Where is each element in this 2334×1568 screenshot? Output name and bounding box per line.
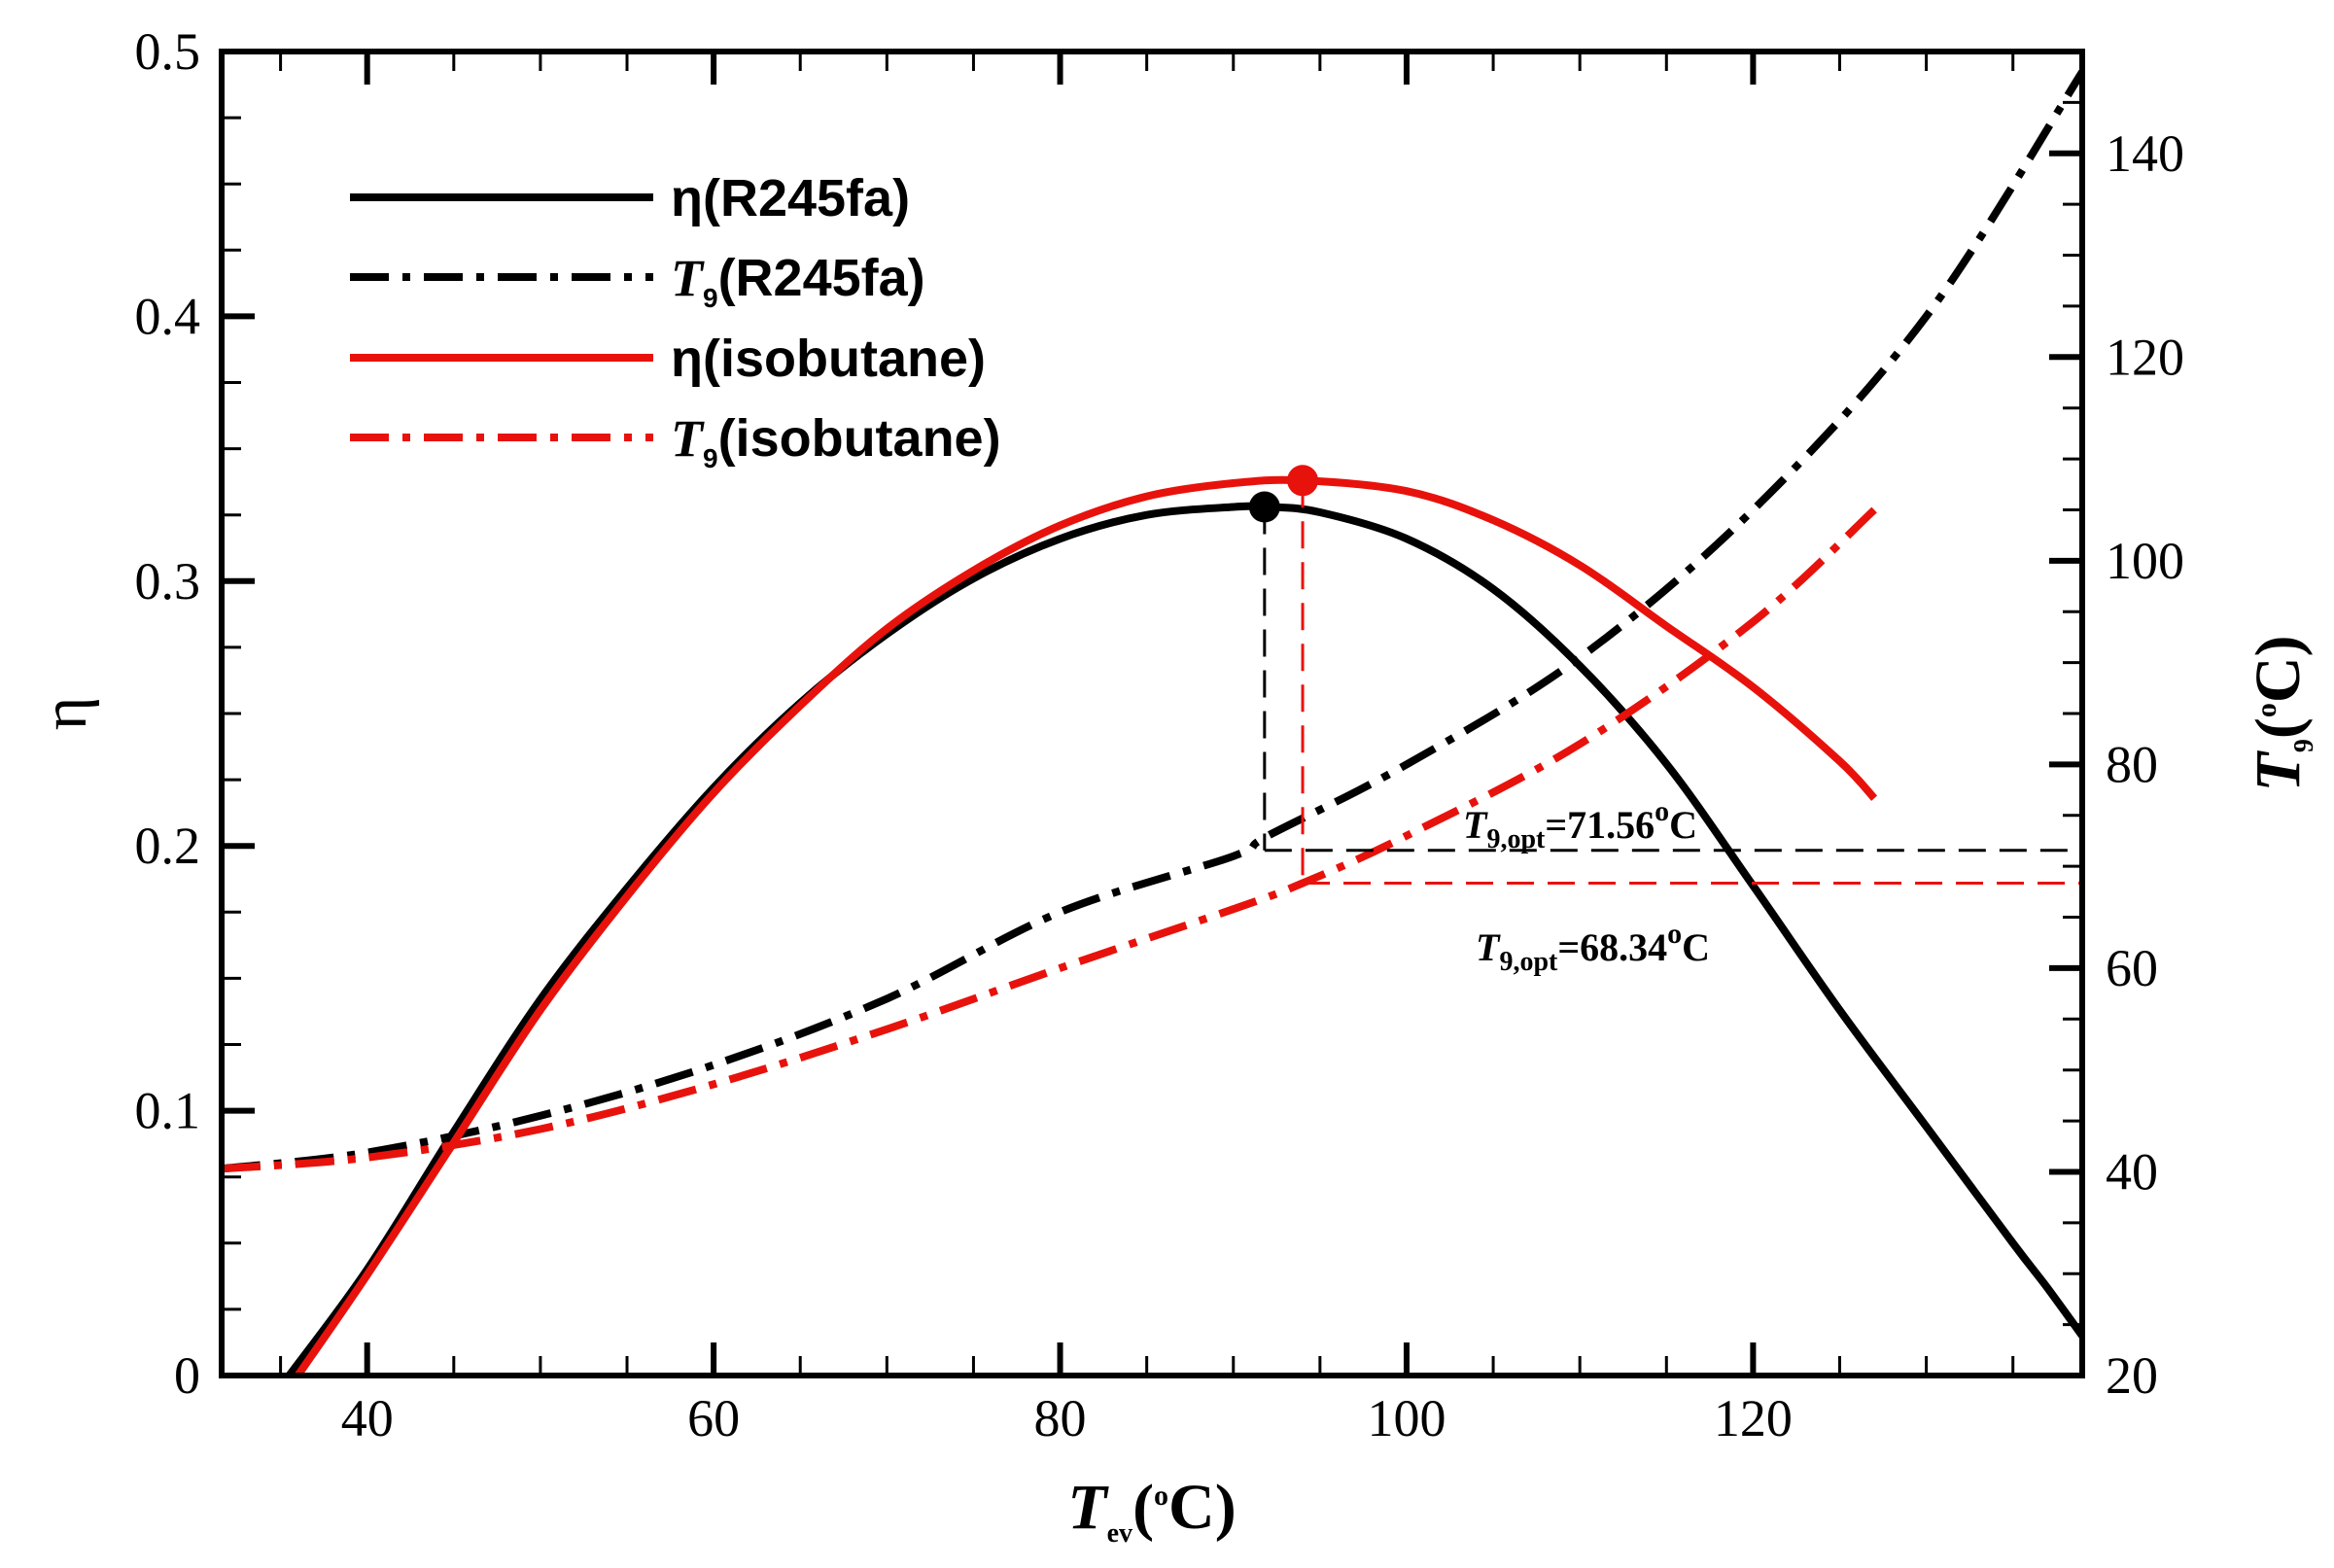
series-layer <box>222 69 2082 1376</box>
legend: η(R245fa) T9(R245fa) η(isobutane) T9(iso… <box>350 169 1001 473</box>
y-right-axis-title-sup: o <box>2250 703 2282 717</box>
optimum-marker-R245fa <box>1248 491 1280 523</box>
x-tick-label-100: 100 <box>1367 1389 1446 1447</box>
legend-label-t9-r245fa: T9(R245fa) <box>671 249 925 313</box>
annotation-t9opt-r245fa: T9,opt=71.56oC <box>1463 795 1697 854</box>
legend-item-eta-r245fa: η(R245fa) <box>350 169 910 227</box>
annotation-r245fa-main: T <box>1463 803 1488 847</box>
y-left-tick-label-2: 0.2 <box>135 817 201 875</box>
legend-label-t9-isobutane-main: T <box>671 409 705 468</box>
legend-item-eta-isobutane: η(isobutane) <box>350 330 986 388</box>
y-right-axis-title-post: C) <box>2243 636 2314 704</box>
x-tick-label-80: 80 <box>1034 1389 1087 1447</box>
tick-labels: 40 60 80 100 120 0 0.1 0.2 0.3 0.4 0.5 20 40 60 80 100 1… <box>135 22 2185 1447</box>
annotation-r245fa-sub: 9,opt <box>1486 824 1546 854</box>
y-left-tick-label-5: 0.5 <box>135 22 201 81</box>
optimum-markers <box>1248 465 1319 523</box>
y-right-axis-title: T9(oC) <box>2243 636 2319 792</box>
annotation-isobutane-sub: 9,opt <box>1499 947 1558 977</box>
y-right-tick-label-40: 40 <box>2106 1142 2158 1201</box>
legend-label-eta-r245fa: η(R245fa) <box>671 169 910 227</box>
annotation-isobutane-value: =68.34 <box>1557 925 1667 969</box>
legend-label-eta-isobutane: η(isobutane) <box>671 330 986 388</box>
legend-label-t9-r245fa-sub: 9 <box>703 283 718 313</box>
y-left-tick-label-0: 0 <box>174 1346 200 1405</box>
legend-label-t9-r245fa-main: T <box>671 249 705 307</box>
x-tick-label-120: 120 <box>1714 1389 1793 1447</box>
y-left-axis-title: η <box>29 697 100 731</box>
y-right-tick-label-100: 100 <box>2106 532 2184 590</box>
guide-lines <box>1263 480 2082 886</box>
annotation-r245fa-unit: C <box>1669 803 1697 847</box>
y-right-tick-label-80: 80 <box>2106 735 2158 793</box>
series-line-3 <box>222 506 1877 1173</box>
x-axis-title-pre: ( <box>1132 1472 1154 1543</box>
x-axis-title-post: C) <box>1168 1472 1237 1543</box>
legend-label-t9-isobutane: T9(isobutane) <box>671 409 1001 473</box>
annotation-t9opt-isobutane: T9,opt=68.34oC <box>1476 918 1710 977</box>
y-right-axis-title-main: T <box>2243 749 2314 791</box>
annotation-r245fa-value: =71.56 <box>1545 803 1655 847</box>
plot-frame <box>219 49 2085 1378</box>
y-left-tick-label-3: 0.3 <box>135 552 201 610</box>
annotation-isobutane-main: T <box>1476 925 1501 969</box>
series-line-1 <box>222 69 2082 1173</box>
x-axis-title: Tev(oC) <box>1067 1472 1236 1549</box>
optimum-marker-isobutane <box>1287 465 1319 497</box>
x-tick-label-60: 60 <box>687 1389 740 1447</box>
legend-item-t9-isobutane: T9(isobutane) <box>350 409 1001 473</box>
y-left-tick-label-4: 0.4 <box>135 287 201 345</box>
legend-label-t9-isobutane-rest: (isobutane) <box>718 409 1001 468</box>
annotation-isobutane-unit: C <box>1682 925 1710 969</box>
series-line-0 <box>286 502 2082 1376</box>
x-axis-title-sub: ev <box>1107 1518 1132 1549</box>
legend-label-t9-r245fa-rest: (R245fa) <box>718 249 925 307</box>
legend-label-t9-isobutane-sub: 9 <box>703 443 718 473</box>
series-line-2 <box>295 475 1878 1376</box>
axis-ticks <box>222 49 2082 1378</box>
y-right-tick-label-120: 120 <box>2106 328 2184 386</box>
legend-label-eta-isobutane-text: η(isobutane) <box>671 330 986 388</box>
y-right-axis-title-sub: 9 <box>2289 739 2319 752</box>
x-axis-title-sup: o <box>1154 1480 1168 1512</box>
legend-label-eta-r245fa-text: η(R245fa) <box>671 169 910 227</box>
annotation-isobutane-sup: o <box>1667 918 1682 950</box>
x-tick-label-40: 40 <box>341 1389 394 1447</box>
y-right-axis-title-pre: ( <box>2243 717 2314 739</box>
y-right-tick-label-140: 140 <box>2106 124 2184 183</box>
x-axis-title-main: T <box>1067 1472 1109 1543</box>
y-left-tick-label-1: 0.1 <box>135 1082 201 1140</box>
legend-item-t9-r245fa: T9(R245fa) <box>350 249 925 313</box>
annotation-r245fa-sup: o <box>1655 795 1669 827</box>
y-right-tick-label-20: 20 <box>2106 1346 2158 1405</box>
y-right-tick-label-60: 60 <box>2106 939 2158 997</box>
